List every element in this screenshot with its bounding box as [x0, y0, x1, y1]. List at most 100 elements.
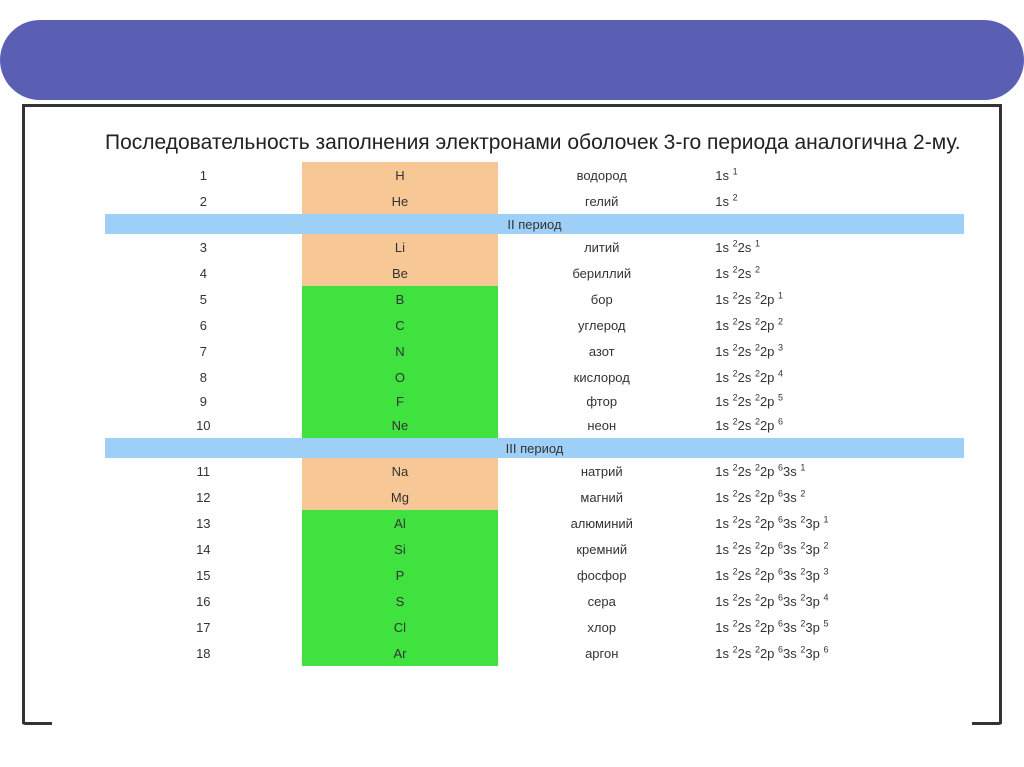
atomic-number: 8	[105, 364, 302, 390]
element-name: углерод	[498, 312, 705, 338]
element-symbol: Ne	[302, 412, 499, 438]
table-row: 6Cуглерод1s 22s 22p 2	[105, 312, 964, 338]
electron-config: 1s 22s 22p 63s 23p 1	[705, 510, 964, 536]
element-name: алюминий	[498, 510, 705, 536]
element-symbol: Ar	[302, 640, 499, 666]
table-row: 11Naнатрий1s 22s 22p 63s 1	[105, 458, 964, 484]
bracket-left	[22, 104, 25, 724]
atomic-number: 13	[105, 510, 302, 536]
elements-table: 1Hводород1s 12Heгелий1s 2II период3Liлит…	[105, 162, 964, 666]
element-name: аргон	[498, 640, 705, 666]
element-symbol: Na	[302, 458, 499, 484]
electron-config: 1s 2	[705, 188, 964, 214]
atomic-number: 10	[105, 412, 302, 438]
atomic-number: 9	[105, 390, 302, 412]
element-symbol: B	[302, 286, 499, 312]
atomic-number: 7	[105, 338, 302, 364]
element-symbol: O	[302, 364, 499, 390]
table-row: 2Heгелий1s 2	[105, 188, 964, 214]
period-label: II период	[105, 214, 964, 234]
element-symbol: C	[302, 312, 499, 338]
atomic-number: 16	[105, 588, 302, 614]
atomic-number: 3	[105, 234, 302, 260]
electron-config: 1s 22s 22p 63s 23p 5	[705, 614, 964, 640]
header-band	[0, 20, 1024, 100]
element-symbol: Mg	[302, 484, 499, 510]
element-symbol: Li	[302, 234, 499, 260]
atomic-number: 15	[105, 562, 302, 588]
electron-config: 1s 22s 22p 63s 1	[705, 458, 964, 484]
electron-config: 1s 22s 22p 63s 23p 3	[705, 562, 964, 588]
element-name: неон	[498, 412, 705, 438]
table-row: 17Clхлор1s 22s 22p 63s 23p 5	[105, 614, 964, 640]
electron-config: 1s 22s 22p 4	[705, 364, 964, 390]
element-name: хлор	[498, 614, 705, 640]
electron-config: 1s 22s 22p 63s 23p 2	[705, 536, 964, 562]
element-name: кремний	[498, 536, 705, 562]
element-symbol: H	[302, 162, 499, 188]
table-row: 3Liлитий1s 22s 1	[105, 234, 964, 260]
element-name: бериллий	[498, 260, 705, 286]
electron-config: 1s 22s 22p 1	[705, 286, 964, 312]
element-symbol: Si	[302, 536, 499, 562]
electron-config: 1s 22s 22p 63s 2	[705, 484, 964, 510]
electron-config: 1s 22s 22p 5	[705, 390, 964, 412]
electron-config: 1s 22s 22p 63s 23p 6	[705, 640, 964, 666]
element-name: фтор	[498, 390, 705, 412]
table-row: 4Beбериллий1s 22s 2	[105, 260, 964, 286]
table-row: 7Nазот1s 22s 22p 3	[105, 338, 964, 364]
period-divider: II период	[105, 214, 964, 234]
element-name: азот	[498, 338, 705, 364]
element-name: магний	[498, 484, 705, 510]
table-row: 13Alалюминий1s 22s 22p 63s 23p 1	[105, 510, 964, 536]
element-name: бор	[498, 286, 705, 312]
electron-config: 1s 22s 1	[705, 234, 964, 260]
table-row: 10Neнеон1s 22s 22p 6	[105, 412, 964, 438]
table-row: 5Bбор1s 22s 22p 1	[105, 286, 964, 312]
atomic-number: 17	[105, 614, 302, 640]
element-symbol: N	[302, 338, 499, 364]
period-divider: III период	[105, 438, 964, 458]
element-name: сера	[498, 588, 705, 614]
electron-config: 1s 22s 22p 63s 23p 4	[705, 588, 964, 614]
table-row: 16Sсера1s 22s 22p 63s 23p 4	[105, 588, 964, 614]
element-name: водород	[498, 162, 705, 188]
table-row: 12Mgмагний1s 22s 22p 63s 2	[105, 484, 964, 510]
atomic-number: 18	[105, 640, 302, 666]
element-symbol: F	[302, 390, 499, 412]
table-row: 8Oкислород1s 22s 22p 4	[105, 364, 964, 390]
table-row: 9Fфтор1s 22s 22p 5	[105, 390, 964, 412]
page-title: Последовательность заполнения электронам…	[105, 130, 964, 156]
element-name: натрий	[498, 458, 705, 484]
table-row: 15Pфосфор1s 22s 22p 63s 23p 3	[105, 562, 964, 588]
table-row: 18Arаргон1s 22s 22p 63s 23p 6	[105, 640, 964, 666]
element-symbol: Be	[302, 260, 499, 286]
atomic-number: 4	[105, 260, 302, 286]
electron-config: 1s 22s 22p 3	[705, 338, 964, 364]
element-symbol: Cl	[302, 614, 499, 640]
period-label: III период	[105, 438, 964, 458]
element-name: гелий	[498, 188, 705, 214]
element-name: фосфор	[498, 562, 705, 588]
electron-config: 1s 22s 22p 6	[705, 412, 964, 438]
element-name: кислород	[498, 364, 705, 390]
element-symbol: He	[302, 188, 499, 214]
atomic-number: 1	[105, 162, 302, 188]
atomic-number: 14	[105, 536, 302, 562]
element-symbol: Al	[302, 510, 499, 536]
atomic-number: 12	[105, 484, 302, 510]
atomic-number: 5	[105, 286, 302, 312]
atomic-number: 11	[105, 458, 302, 484]
table-row: 14Siкремний1s 22s 22p 63s 23p 2	[105, 536, 964, 562]
atomic-number: 2	[105, 188, 302, 214]
electron-config: 1s 1	[705, 162, 964, 188]
bracket-right	[999, 104, 1002, 724]
electron-config: 1s 22s 2	[705, 260, 964, 286]
electron-config: 1s 22s 22p 2	[705, 312, 964, 338]
content-area: Последовательность заполнения электронам…	[105, 130, 964, 666]
element-symbol: P	[302, 562, 499, 588]
header-underline	[25, 104, 999, 107]
element-symbol: S	[302, 588, 499, 614]
table-row: 1Hводород1s 1	[105, 162, 964, 188]
atomic-number: 6	[105, 312, 302, 338]
